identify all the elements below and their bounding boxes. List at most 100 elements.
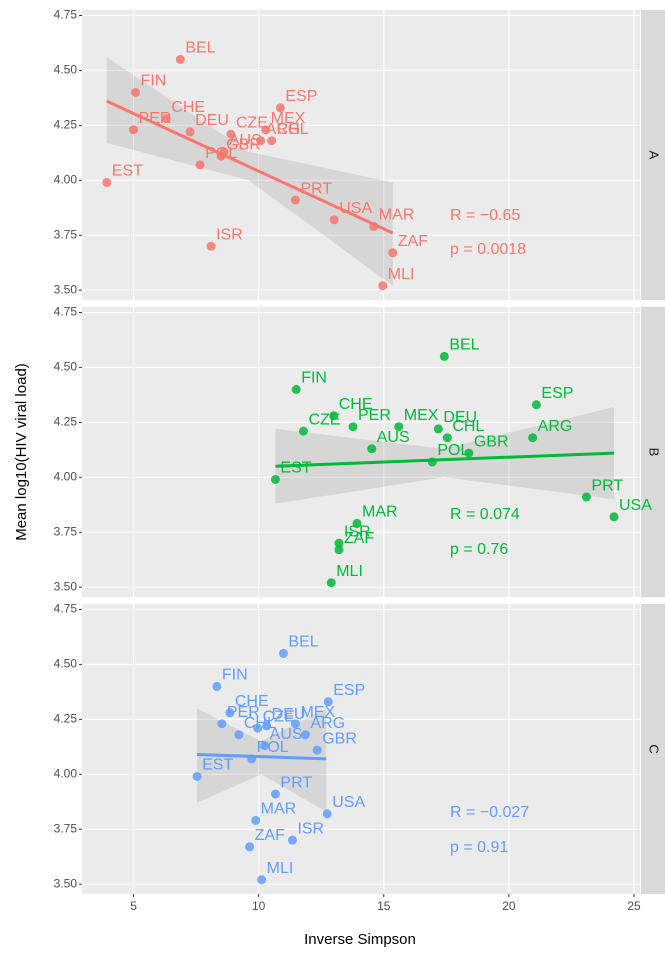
- point-label: CHL: [277, 121, 309, 138]
- point: [323, 697, 333, 707]
- annotation: p = 0.91: [450, 839, 508, 856]
- strip-label: B: [647, 448, 662, 457]
- y-tick-label: 4.50: [54, 63, 78, 77]
- point: [217, 719, 227, 729]
- point-label: CHE: [171, 99, 205, 116]
- point-label: EST: [112, 163, 143, 180]
- point: [352, 518, 362, 528]
- point: [442, 433, 452, 443]
- point-label: GBR: [226, 136, 261, 153]
- y-tick-label: 4.50: [54, 657, 78, 671]
- point: [261, 125, 271, 135]
- point: [378, 281, 388, 291]
- y-tick-label: 4.75: [54, 8, 78, 22]
- point: [298, 426, 308, 436]
- point: [226, 129, 236, 139]
- point-label: MAR: [362, 504, 398, 521]
- point-label: ESP: [333, 682, 365, 699]
- point-label: MEX: [300, 704, 335, 721]
- point: [270, 789, 280, 799]
- point-label: MEX: [271, 110, 306, 127]
- point-label: PRT: [300, 180, 332, 197]
- x-axis-title: Inverse Simpson: [304, 931, 416, 948]
- point-label: PRT: [280, 774, 312, 791]
- point-label: DEU: [443, 409, 477, 426]
- point: [348, 422, 358, 432]
- point: [300, 730, 310, 740]
- point-label: DEU: [195, 112, 229, 129]
- point-label: ARG: [266, 121, 301, 138]
- point: [185, 127, 195, 137]
- strip: [641, 604, 665, 894]
- point: [260, 741, 270, 751]
- strip-label: A: [647, 151, 662, 160]
- y-tick-label: 4.00: [54, 766, 78, 780]
- point-label: ESP: [285, 88, 317, 105]
- y-tick-label: 4.25: [54, 415, 78, 429]
- point-label: ZAF: [255, 827, 285, 844]
- point-label: POL: [257, 739, 289, 756]
- point: [225, 708, 235, 718]
- point: [253, 723, 263, 733]
- point-label: CHL: [244, 715, 276, 732]
- point: [581, 492, 591, 502]
- point: [433, 424, 443, 434]
- point: [192, 771, 202, 781]
- point-label: ISR: [344, 523, 371, 540]
- point-label: AUS: [270, 726, 303, 743]
- point: [394, 422, 404, 432]
- y-tick-label: 4.25: [54, 712, 78, 726]
- panel-background: [82, 10, 640, 300]
- point-label: MEX: [404, 407, 439, 424]
- y-tick-label: 3.75: [54, 524, 78, 538]
- point: [329, 411, 339, 421]
- point: [270, 474, 280, 484]
- point-label: BEL: [449, 337, 479, 354]
- fit-line: [275, 451, 615, 468]
- point-label: MAR: [261, 801, 297, 818]
- point: [322, 809, 332, 819]
- point-label: USA: [619, 497, 652, 514]
- point-label: CHE: [339, 396, 373, 413]
- x-tick-label: 5: [130, 899, 137, 913]
- point-label: EST: [280, 460, 311, 477]
- point: [256, 136, 266, 146]
- point-label: GBR: [474, 433, 509, 450]
- point-label: FIN: [301, 370, 327, 387]
- confidence-band: [106, 57, 393, 286]
- y-tick-label: 3.50: [54, 876, 78, 890]
- fit-line: [106, 99, 394, 235]
- y-tick-label: 4.75: [54, 305, 78, 319]
- point: [312, 745, 322, 755]
- point-label: CZE: [236, 114, 268, 131]
- point-label: BEL: [185, 40, 215, 57]
- point-label: PER: [139, 110, 172, 127]
- point-label: PER: [358, 407, 391, 424]
- point: [388, 248, 398, 258]
- y-tick-label: 4.00: [54, 172, 78, 186]
- point: [291, 384, 301, 394]
- point: [245, 842, 255, 852]
- point: [290, 719, 300, 729]
- point-label: CHE: [235, 693, 269, 710]
- point-label: PRT: [591, 477, 623, 494]
- y-tick-label: 4.00: [54, 469, 78, 483]
- point: [531, 400, 541, 410]
- point: [131, 87, 141, 97]
- point: [609, 512, 619, 522]
- point-label: ARG: [538, 418, 573, 435]
- point: [257, 875, 267, 885]
- point: [326, 578, 336, 588]
- point-label: DEU: [272, 706, 306, 723]
- annotation: R = −0.65: [450, 207, 520, 224]
- point-label: CZE: [263, 708, 295, 725]
- point-label: EST: [202, 757, 233, 774]
- point: [528, 433, 538, 443]
- point: [195, 160, 205, 170]
- point: [234, 730, 244, 740]
- point: [334, 545, 344, 555]
- point: [212, 681, 222, 691]
- point-label: MLI: [267, 860, 294, 877]
- confidence-band: [275, 406, 614, 504]
